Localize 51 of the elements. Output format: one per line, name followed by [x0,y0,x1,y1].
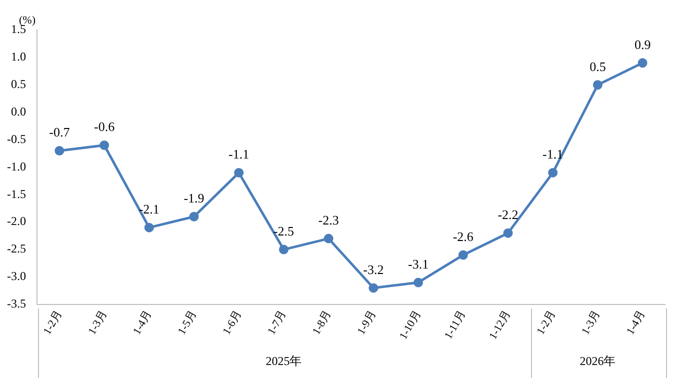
x-tick-label: 1-4月 [131,308,154,337]
data-label: -2.1 [138,202,160,216]
y-tick-label: -1.0 [6,159,26,174]
point [54,146,64,156]
y-tick-label: -1.5 [6,186,26,201]
x-tick-label: 1-4月 [624,308,648,337]
y-tick-label: -2.0 [6,214,26,228]
point [592,80,602,90]
point [638,58,648,68]
x-tick-label: 1-6月 [220,308,244,337]
point [189,212,199,222]
y-tick-label: 0.5 [10,77,26,92]
data-label: -1.1 [228,146,250,162]
data-label: -2.3 [318,212,339,228]
point [324,234,334,244]
x-tick-label: 1-8月 [310,308,334,337]
data-label: 0.5 [590,58,606,74]
y-tick-label: -3.0 [6,269,26,284]
data-label: -3.2 [363,262,384,277]
data-label: -2.6 [452,228,474,244]
point [234,168,244,178]
x-tick-label: 1-3月 [580,308,603,337]
data-label: -3.1 [408,256,429,272]
point [100,140,110,150]
text: 2025年 [266,354,302,368]
point [278,244,288,254]
y-tick-label: -2.5 [6,242,26,256]
data-label: -1.9 [184,190,204,206]
x-tick-label: 1-11月 [442,308,468,342]
point [368,283,378,293]
data-label: -0.7 [49,124,70,140]
text: 2026年 [580,354,616,368]
y-tick-label: 0.0 [10,104,26,118]
point [503,228,513,238]
point [548,168,558,178]
x-tick-label: 1-9月 [355,308,379,337]
data-label: 0.9 [634,36,651,52]
x-tick-label: 1-2月 [41,308,65,337]
y-tick-label: 1.0 [10,50,26,64]
point [458,250,468,260]
y-tick-label: -3.5 [6,296,26,311]
x-tick-label: 1-7月 [266,308,289,337]
y-tick-label: -0.5 [6,132,26,146]
data-label: -2.5 [273,223,294,238]
x-tick-label: 1-3月 [86,308,110,337]
data-label: -0.6 [94,119,116,134]
data-label: -2.2 [498,206,518,222]
point [414,278,424,288]
x-tick-label: 1-2月 [534,308,558,337]
x-tick-label: 1-5月 [176,308,200,337]
point [144,222,154,232]
